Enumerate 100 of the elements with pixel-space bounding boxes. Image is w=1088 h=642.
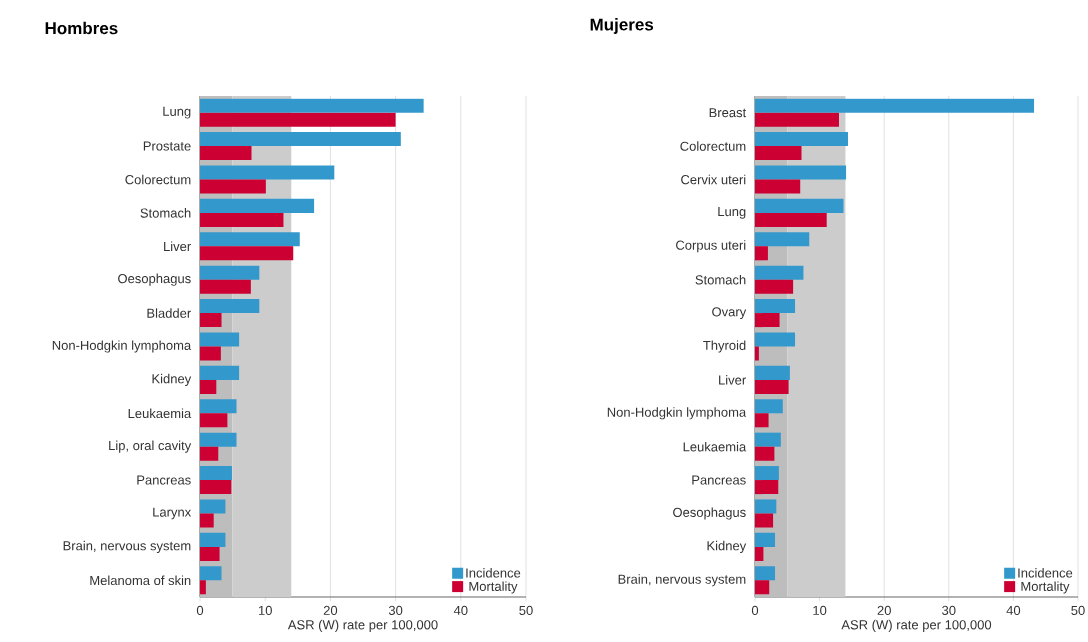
bar [200,532,226,547]
y-tick-label: Non-Hodgkin lymphoma [607,407,747,420]
bar [755,265,804,280]
bar [755,198,844,213]
legend-label: Incidence [1018,568,1073,578]
bar [755,346,759,361]
x-axis-title: ASR (W) rate per 100,000 [287,619,438,632]
bar [200,132,401,147]
bar [200,446,219,461]
y-tick-label: Breast [709,108,747,118]
x-tick-label: 40 [1006,605,1021,615]
y-tick-label: Bladder [147,308,191,318]
bar [755,399,783,414]
y-tick-label: Leukaemia [683,441,747,452]
bar [200,279,251,294]
bar [200,232,300,247]
bar [200,299,260,314]
bar [755,132,849,147]
bar [755,480,779,495]
y-tick-label: Oesophagus [673,507,746,520]
legend-label: Mortality [469,581,518,594]
bar [200,179,266,194]
bar [200,499,226,514]
bar [755,179,801,194]
y-tick-label: Kidney [707,540,747,553]
bar [200,332,240,347]
y-tick-label: Ovary [712,307,747,319]
legend-label: Incidence [466,568,521,578]
chart-title: Hombres [45,21,118,35]
bar [755,232,810,247]
bar [755,165,847,180]
bar [755,513,774,528]
bar [200,146,252,161]
bar [200,212,284,227]
x-tick-label: 20 [323,605,338,615]
x-axis-title: ASR (W) rate per 100,000 [841,619,992,632]
bar [755,246,768,261]
bar [200,432,237,447]
x-tick-label: 50 [519,605,533,615]
y-tick-label: Non-Hodgkin lymphoma [52,340,192,353]
bar [200,399,237,414]
bar [755,313,780,328]
bar [755,365,790,380]
bar [755,279,794,294]
y-tick-label: Lip, oral cavity [109,440,192,453]
y-tick-label: Brain, nervous system [618,574,746,587]
x-tick-label: 30 [388,605,403,615]
bar [200,546,220,561]
bar [200,566,222,581]
chart-title: Mujeres [590,18,654,34]
y-tick-label: Leukaemia [128,408,192,419]
x-tick-label: 20 [877,605,891,615]
y-tick-label: Colorectum [125,174,191,185]
y-tick-label: Brain, nervous system [63,540,191,553]
y-tick-label: Thyroid [703,340,746,353]
y-tick-label: Melanoma of skin [90,575,191,586]
y-tick-label: Stomach [140,208,191,218]
bar [755,413,769,428]
bar [755,466,779,481]
y-tick-label: Corpus uteri [676,240,746,253]
x-tick-label: 40 [453,605,468,615]
bar [755,446,775,461]
bar [755,532,776,547]
y-tick-label: Pancreas [692,475,746,485]
y-tick-label: Lung [163,106,191,119]
y-tick-label: Lung [718,207,746,219]
y-tick-label: Oesophagus [118,273,191,286]
bar [200,313,222,328]
x-tick-label: 0 [751,605,759,615]
x-tick-label: 10 [258,605,272,615]
bar [200,466,232,481]
bar [200,265,260,280]
bar [755,432,781,447]
y-tick-label: Prostate [143,141,191,151]
bar [755,566,776,581]
y-tick-label: Colorectum [680,141,746,151]
bar [200,365,240,380]
x-tick-label: 0 [196,605,204,615]
bar [200,413,228,428]
x-tick-label: 50 [1071,605,1085,615]
bar [755,379,789,394]
bar [755,98,1035,113]
bar [200,198,315,213]
bar [200,480,232,495]
x-tick-label: 10 [813,605,827,615]
bar [755,580,770,595]
x-tick-label: 30 [942,605,956,615]
bar [755,212,827,227]
y-tick-label: Stomach [695,274,746,285]
bar [755,499,777,514]
bar [200,112,396,127]
bar [200,98,424,113]
bar [200,346,221,361]
y-tick-label: Larynx [153,507,192,520]
bar [755,546,764,561]
bar [200,379,217,394]
bar [755,332,796,347]
bar [755,146,802,161]
legend-label: Mortality [1021,581,1070,594]
bar [200,513,214,528]
